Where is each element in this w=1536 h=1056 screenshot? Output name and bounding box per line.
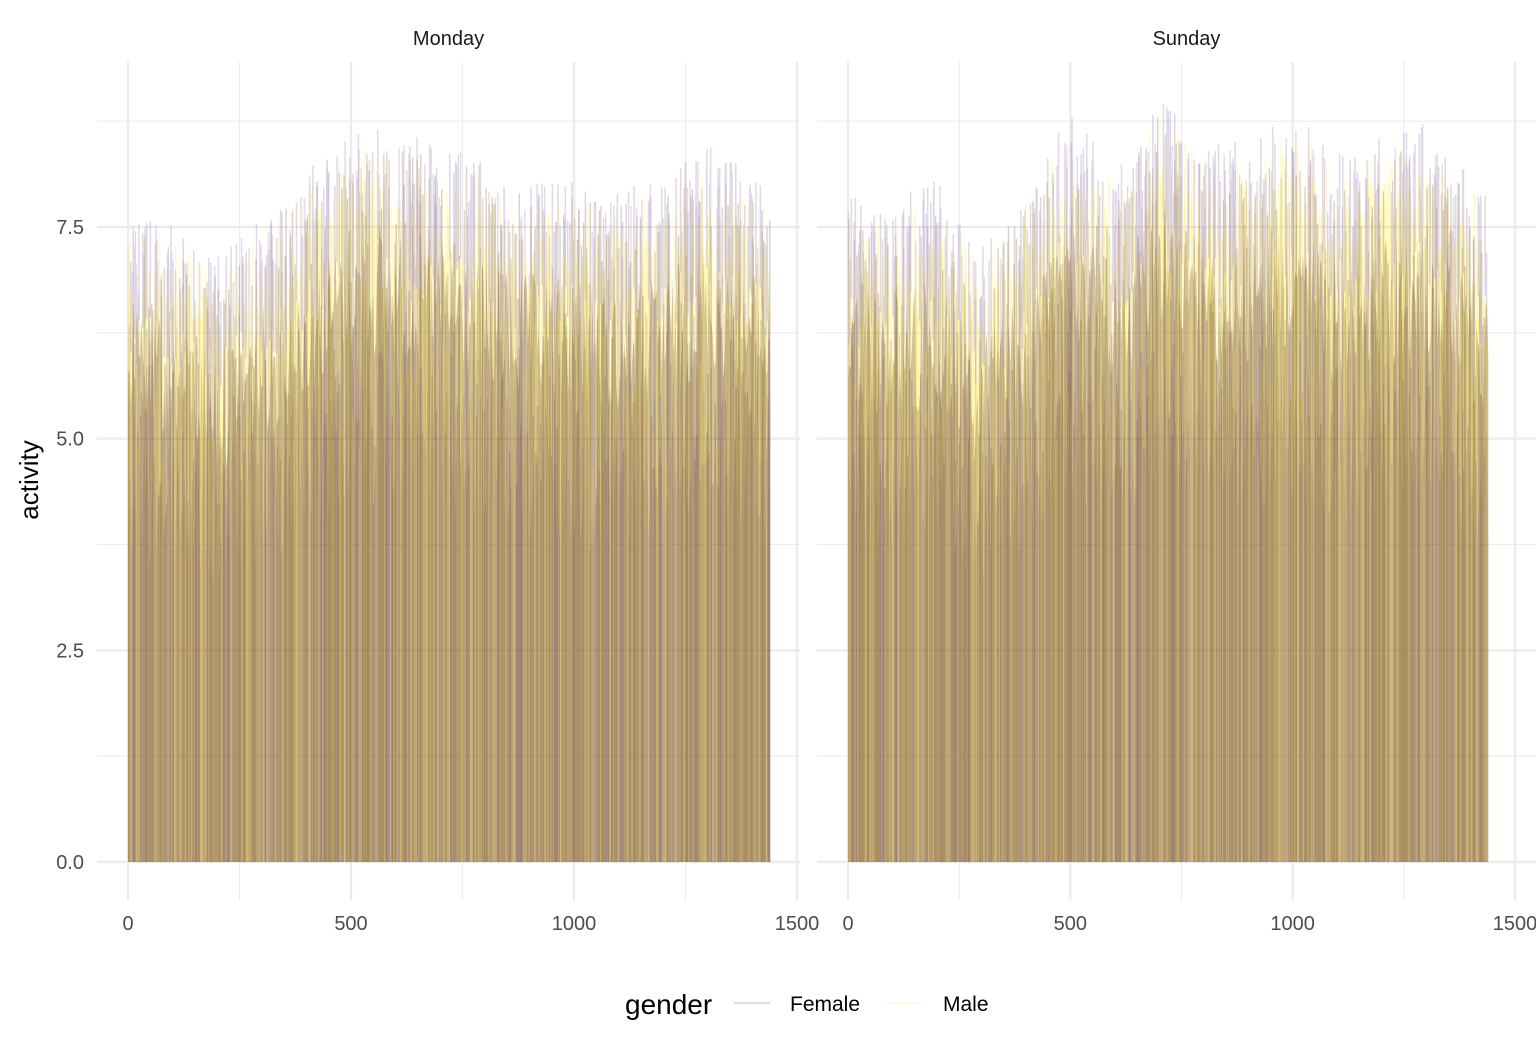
overlap-lines: [127, 154, 771, 862]
x-tick-label: 1500: [775, 913, 820, 935]
female-density-wash: [128, 345, 771, 863]
x-tick-label: 500: [334, 913, 367, 935]
facet-strip-label: Sunday: [1153, 28, 1221, 50]
activity-lines: [847, 104, 1489, 862]
y-tick-label: 0.0: [56, 852, 84, 874]
overlap-density-wash: [128, 233, 771, 862]
female-lines: [128, 145, 770, 862]
legend-label: Female: [790, 993, 860, 1016]
male-lines: [847, 129, 1487, 862]
y-tick-label: 2.5: [56, 640, 84, 662]
peak-lines: [848, 104, 1488, 385]
legend: gender Female Male: [625, 989, 989, 1020]
x-tick-label: 0: [122, 913, 133, 935]
x-tick-label: 1000: [552, 913, 597, 935]
grid: [97, 62, 800, 900]
y-tick-label: 7.5: [56, 217, 84, 239]
legend-label: Male: [943, 993, 989, 1016]
activity-lines: [127, 129, 771, 863]
x-tick-label: 1500: [1493, 913, 1536, 935]
male-lines: [127, 148, 769, 862]
facet-panel-monday: Monday 0 500 1000 1500: [97, 28, 819, 935]
male-density-wash: [848, 154, 1489, 862]
legend-item: Female: [734, 993, 860, 1016]
x-tick-label: 500: [1054, 913, 1087, 935]
y-tick-label: 5.0: [56, 429, 84, 451]
female-density-wash: [848, 333, 1489, 862]
legend-item: Male: [886, 993, 989, 1016]
y-axis-title: activity: [14, 440, 44, 519]
overlap-lines: [851, 117, 1485, 862]
facet-strip-label: Monday: [413, 28, 484, 50]
overlap-density-wash: [848, 223, 1489, 862]
grid: [817, 62, 1536, 900]
shared-axis-elements: 0.0 2.5 5.0 7.5 activity: [14, 217, 84, 874]
peak-lines: [130, 129, 768, 389]
legend-title: gender: [625, 989, 712, 1020]
male-density-wash: [128, 165, 771, 863]
x-tick-label: 0: [842, 913, 853, 935]
facet-panel-sunday: Sunday 0 500 1000 1500: [817, 28, 1536, 935]
female-lines: [847, 130, 1488, 862]
x-tick-label: 1000: [1270, 913, 1315, 935]
